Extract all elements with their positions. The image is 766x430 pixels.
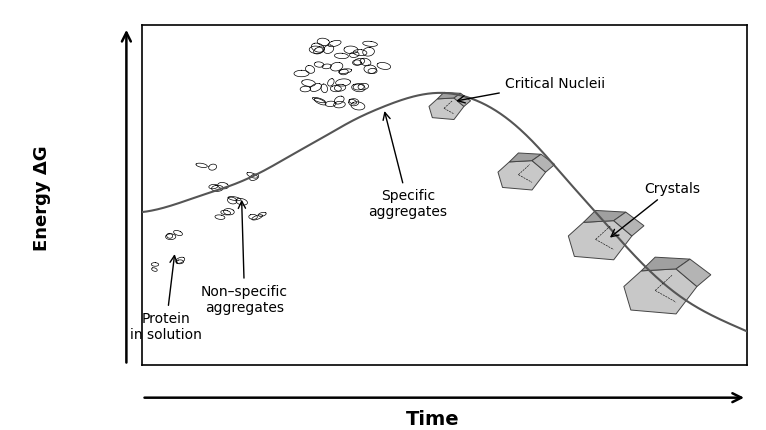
Text: Protein
in solution: Protein in solution <box>130 256 202 341</box>
Polygon shape <box>437 93 460 100</box>
Polygon shape <box>509 154 541 163</box>
Polygon shape <box>454 94 470 107</box>
Polygon shape <box>584 211 626 223</box>
Polygon shape <box>624 269 697 314</box>
Text: Crystals: Crystals <box>611 182 700 237</box>
Polygon shape <box>498 161 545 190</box>
Polygon shape <box>568 221 632 260</box>
Polygon shape <box>532 155 555 173</box>
Text: Critical Nucleii: Critical Nucleii <box>457 77 605 104</box>
Polygon shape <box>641 258 690 271</box>
Polygon shape <box>676 260 711 287</box>
Text: Energy ΔG: Energy ΔG <box>33 145 51 251</box>
Text: Time: Time <box>406 409 460 428</box>
Text: Specific
aggregates: Specific aggregates <box>368 113 447 219</box>
Polygon shape <box>429 99 464 120</box>
Text: Non–specific
aggregates: Non–specific aggregates <box>201 202 288 314</box>
Polygon shape <box>614 212 644 236</box>
